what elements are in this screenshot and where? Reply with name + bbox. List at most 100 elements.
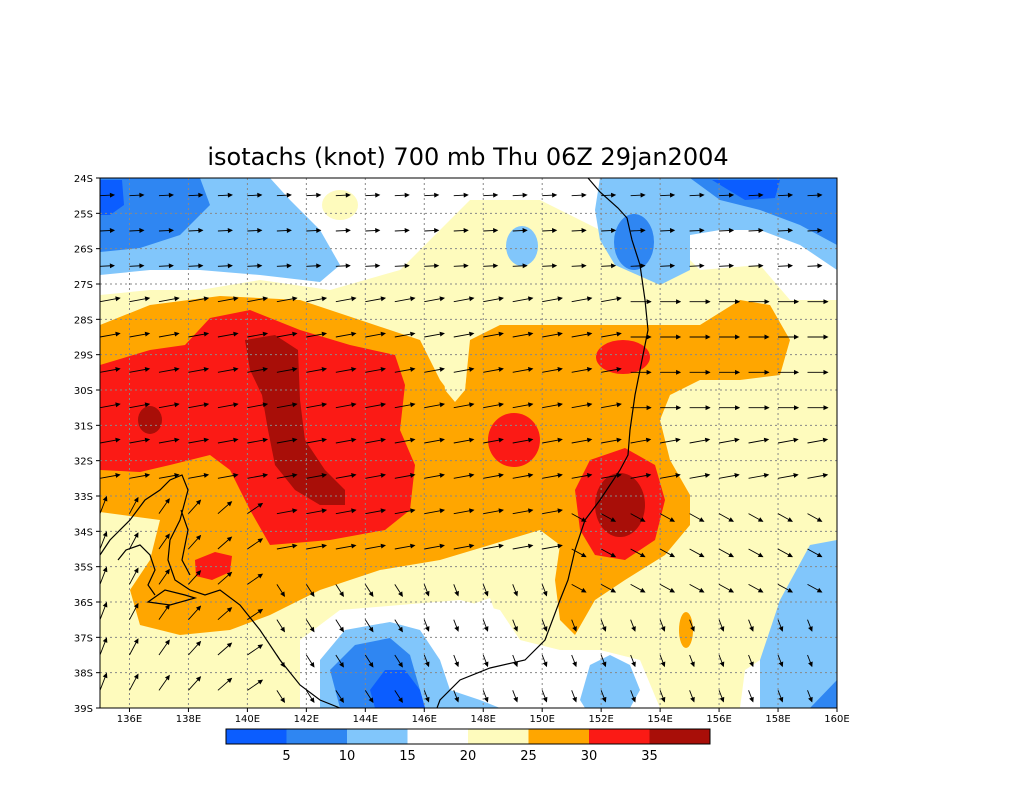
wind-vector-head: [469, 543, 475, 549]
wind-vector-head: [439, 296, 445, 302]
contour-30-35-center: [488, 413, 540, 467]
wind-vector-head: [676, 299, 682, 305]
wind-vector-head: [375, 228, 381, 233]
wind-vector-head: [164, 498, 170, 504]
wind-vector-head: [424, 590, 430, 597]
wind-vector-head: [513, 626, 518, 632]
wind-vector-head: [316, 192, 322, 198]
wind-vector-head: [757, 517, 764, 522]
wind-vector-head: [351, 473, 357, 478]
wind-vector-head: [705, 334, 711, 340]
wind-vector-head: [469, 473, 475, 478]
wind-vector-head: [410, 543, 416, 549]
wind-vector-head: [280, 591, 286, 597]
wind-vector-head: [816, 587, 823, 593]
wind-vector-head: [793, 334, 800, 340]
wind-vector-head: [262, 331, 269, 337]
wind-vector-head: [410, 402, 416, 408]
colorbar-swatch: [347, 729, 408, 744]
wind-vector-head: [557, 331, 563, 337]
wind-vector-head: [469, 367, 475, 372]
wind-vector-head: [309, 626, 315, 633]
wind-vector-head: [522, 192, 528, 198]
wind-vector-head: [552, 228, 558, 233]
wind-vector-head: [823, 299, 829, 305]
wind-vector-head: [581, 228, 587, 233]
wind-vector-head: [704, 473, 711, 478]
wind-vector-head: [368, 591, 374, 597]
wind-vector-head: [749, 696, 754, 703]
wind-vector-head: [203, 402, 210, 408]
wind-vector-head: [793, 299, 800, 305]
wind-vector-head: [139, 228, 145, 233]
wind-vector-head: [368, 626, 374, 633]
wind-vector-head: [581, 263, 587, 269]
wind-vector-head: [616, 402, 622, 408]
lat-tick-label: 36S: [74, 598, 93, 609]
wind-vector-head: [808, 661, 813, 668]
wind-vector-head: [168, 263, 174, 269]
wind-vector-head: [144, 296, 151, 302]
wind-vector-head: [817, 192, 823, 198]
wind-vector-head: [557, 473, 563, 478]
wind-vector-head: [309, 591, 315, 597]
wind-vector-head: [174, 402, 180, 408]
wind-vector-head: [527, 473, 534, 478]
wind-vector-head: [699, 192, 705, 198]
wind-vector-head: [434, 192, 440, 198]
wind-vector-head: [645, 473, 652, 478]
wind-vector-head: [286, 228, 292, 233]
wind-vector-head: [351, 543, 357, 549]
wind-vector-head: [483, 696, 489, 703]
wind-vector-head: [646, 299, 652, 305]
wind-vector-head: [616, 367, 622, 372]
lat-tick-label: 26S: [74, 245, 93, 256]
wind-vector-head: [339, 591, 344, 597]
wind-vector-head: [527, 437, 534, 443]
wind-vector-head: [380, 543, 387, 549]
wind-vector-head: [226, 536, 233, 542]
wind-vector-head: [257, 608, 264, 614]
wind-vector-head: [498, 331, 504, 337]
wind-vector-head: [513, 590, 518, 597]
wind-vector-head: [174, 437, 180, 443]
wind-vector-head: [728, 192, 735, 198]
wind-vector-head: [351, 331, 357, 337]
wind-vector-head: [749, 626, 754, 632]
wind-vector-head: [527, 508, 534, 514]
wind-vector-head: [793, 473, 799, 478]
wind-vector-head: [787, 192, 794, 198]
wind-vector-head: [292, 473, 298, 478]
wind-vector-head: [292, 331, 298, 337]
wind-vector-head: [227, 263, 233, 269]
wind-vector-head: [542, 661, 548, 668]
plot-frame: [99, 177, 838, 709]
wind-vector-head: [404, 228, 410, 233]
wind-vector-head: [483, 590, 489, 597]
wind-vector-head: [410, 331, 416, 337]
wind-vector-head: [109, 228, 116, 233]
lon-tick-label: 140E: [235, 714, 260, 725]
wind-vector-head: [498, 296, 504, 302]
wind-vector-head: [639, 587, 646, 593]
wind-vector-head: [469, 331, 475, 337]
wind-vector-head: [705, 299, 711, 305]
wind-vector-head: [404, 263, 410, 269]
wind-vector-head: [345, 263, 351, 269]
wind-vector-head: [610, 587, 617, 593]
wind-vector-head: [115, 296, 121, 302]
wind-vector-head: [321, 367, 328, 372]
lon-tick-label: 144E: [353, 714, 378, 725]
wind-vector-head: [345, 228, 351, 233]
wind-vector-head: [410, 508, 416, 514]
wind-vector-head: [203, 367, 210, 372]
wind-vector-head: [380, 296, 387, 302]
wind-vector-head: [557, 402, 563, 408]
wind-vector-head: [778, 626, 784, 632]
wind-vector-head: [557, 437, 563, 443]
wind-vector-head: [144, 331, 151, 337]
wind-vector-head: [410, 473, 416, 478]
contour-5-10-nw: [100, 178, 210, 252]
wind-vector-head: [424, 626, 430, 632]
wind-vector-head: [757, 552, 764, 558]
